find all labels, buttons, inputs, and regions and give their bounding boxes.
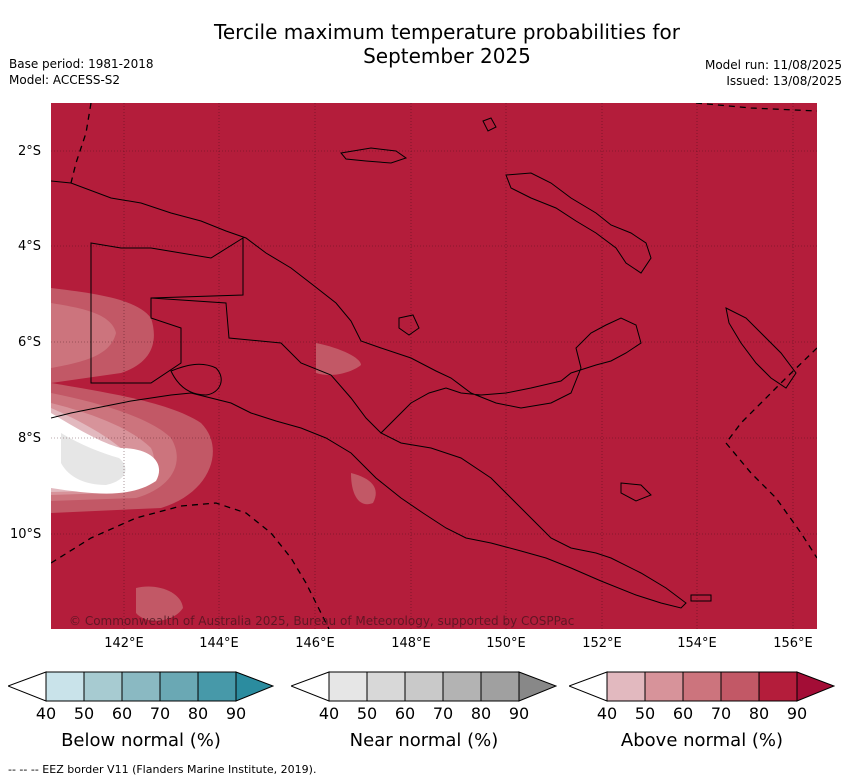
map-svg [51,103,817,629]
probability-map [51,103,817,629]
cbar-near-seg-4 [442,671,482,702]
cbar-above-tick: 50 [634,704,656,723]
cbar-below-seg-2 [83,671,123,702]
cbar-near-seg-0 [291,671,330,702]
lon-label-156e: 156°E [773,636,813,651]
meta-right: Model run: 11/08/2025 Issued: 13/08/2025 [705,57,842,89]
lon-label-142e: 142°E [104,636,144,651]
cbar-below-seg-3 [121,671,161,702]
cbar-near-seg-6 [518,671,557,702]
colorbar-near-normal [291,671,557,702]
lon-label-150e: 150°E [486,636,526,651]
cbar-above-tick: 60 [672,704,694,723]
cbar-below-tick: 60 [111,704,133,723]
cbar-above-seg-0 [569,671,608,702]
model-name: Model: ACCESS-S2 [9,73,121,87]
cbar-above-tick: 40 [596,704,618,723]
cbar-below-seg-4 [159,671,199,702]
lon-label-146e: 146°E [295,636,335,651]
lat-label-10s: 10°S [10,527,42,542]
cbar-near-seg-1 [328,671,368,702]
lon-label-154e: 154°E [677,636,717,651]
cbar-below-seg-1 [45,671,85,702]
cbar-near-seg-2 [366,671,406,702]
shade-near-50 [61,433,126,485]
title-line-1: Tercile maximum temperature probabilitie… [214,20,680,44]
cbar-above-seg-4 [720,671,760,702]
shade-south [136,586,183,621]
cbar-near-seg-3 [404,671,444,702]
cbar-near-tick: 90 [508,704,530,723]
cbar-above-seg-6 [796,671,835,702]
cbar-below-seg-6 [235,671,274,702]
lat-label-8s: 8°S [18,431,42,446]
map-background [51,103,817,629]
cbar-above-seg-1 [606,671,646,702]
cbar-near-tick: 70 [432,704,454,723]
cbar-above-seg-3 [682,671,722,702]
cbar-below-seg-0 [8,671,47,702]
grid-lines [51,103,817,629]
colorbar-below-normal [8,671,274,702]
cbar-above-label: Above normal (%) [620,730,784,751]
cbar-below-tick: 50 [73,704,95,723]
model-run: Model run: 11/08/2025 [704,58,842,72]
meta-left: Base period: 1981-2018 Model: ACCESS-S2 [9,56,154,88]
base-period: Base period: 1981-2018 [9,57,154,71]
cbar-near-label: Near normal (%) [349,730,499,751]
cbar-below-tick: 80 [187,704,209,723]
lon-label-152e: 152°E [582,636,622,651]
shade-west-70 [51,303,116,368]
shade-central [316,343,361,376]
lat-label-2s: 2°S [18,144,42,159]
lon-label-148e: 148°E [391,636,431,651]
colorbar-above-normal [569,671,835,702]
cbar-above-tick: 70 [710,704,732,723]
cbar-near-tick: 40 [318,704,340,723]
cbar-below-tick: 70 [149,704,171,723]
cbar-above-tick: 80 [748,704,770,723]
issued-date: Issued: 13/08/2025 [726,74,842,88]
title-line-2: September 2025 [363,44,531,68]
cbar-near-tick: 80 [470,704,492,723]
shade-central-south [351,473,376,505]
cbar-above-tick: 90 [786,704,808,723]
lat-label-6s: 6°S [18,335,42,350]
eez-footnote: -- -- -- EEZ border V11 (Flanders Marine… [8,763,317,776]
cbar-near-tick: 60 [394,704,416,723]
eez-borders [51,103,817,629]
cbar-below-tick: 90 [225,704,247,723]
cbar-above-seg-5 [758,671,798,702]
cbar-below-tick: 40 [35,704,57,723]
map-title: Tercile maximum temperature probabilitie… [150,20,744,68]
copyright-notice: © Commonwealth of Australia 2025, Bureau… [69,614,575,628]
cbar-near-seg-5 [480,671,520,702]
cbar-below-label: Below normal (%) [61,730,221,751]
coastlines [51,117,797,609]
cbar-near-tick: 50 [356,704,378,723]
lat-label-4s: 4°S [18,239,42,254]
cbar-below-seg-5 [197,671,237,702]
lon-label-144e: 144°E [199,636,239,651]
cbar-above-seg-2 [644,671,684,702]
